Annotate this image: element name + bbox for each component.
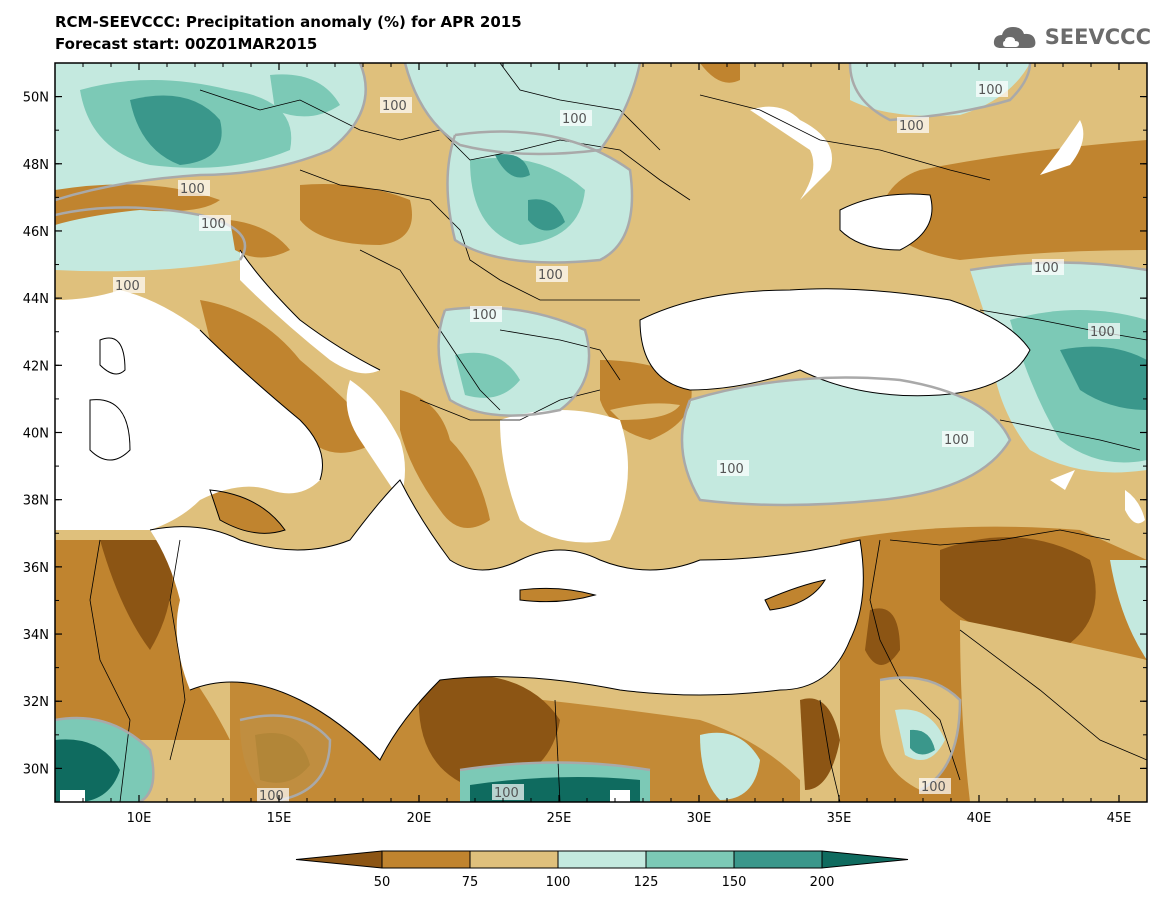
logo-text: SEEVCCC: [1044, 25, 1151, 49]
forecast-start-label: Forecast start: 00Z01MAR2015: [55, 35, 318, 53]
contour-label: 100: [472, 308, 497, 323]
contour-label: 100: [538, 268, 563, 283]
lon-tick-label: 35E: [827, 811, 852, 826]
colorbar-label: 200: [810, 875, 835, 890]
lat-tick-label: 44N: [23, 292, 49, 307]
cloud-icon: [993, 27, 1036, 48]
colorbar-swatch: [295, 850, 383, 869]
contour-label: 100: [921, 780, 946, 795]
lat-tick-label: 38N: [23, 494, 49, 509]
lat-tick-label: 30N: [23, 762, 49, 777]
colorbar-swatch: [733, 850, 823, 869]
lat-tick-label: 42N: [23, 359, 49, 374]
contour-label: 100: [899, 119, 924, 134]
contour-label: 100: [562, 112, 587, 127]
lon-tick-label: 30E: [687, 811, 712, 826]
contour-label: 100: [201, 217, 226, 232]
lat-tick-label: 50N: [23, 91, 49, 106]
lat-tick-label: 48N: [23, 158, 49, 173]
lon-tick-label: 10E: [127, 811, 152, 826]
anomaly-field: 100 100 100 100 100 100 100 100 100 100 …: [55, 63, 1147, 804]
lon-tick-label: 45E: [1107, 811, 1132, 826]
contour-label: 100: [259, 789, 284, 804]
colorbar-label: 150: [722, 875, 747, 890]
colorbar-swatch: [821, 850, 909, 869]
colorbar: 50 75 100 125 150 200: [295, 850, 909, 890]
contour-label: 100: [719, 462, 744, 477]
latitude-axis: 30N 32N 34N 36N 38N 40N 42N 44N 46N 48N 50N: [23, 62, 1147, 803]
lon-tick-label: 20E: [407, 811, 432, 826]
colorbar-label: 50: [374, 875, 391, 890]
map-title: RCM-SEEVCCC: Precipitation anomaly (%) f…: [55, 13, 522, 31]
contour-label: 100: [115, 279, 140, 294]
colorbar-label: 75: [462, 875, 479, 890]
contour-label: 100: [944, 433, 969, 448]
contour-label: 100: [1034, 261, 1059, 276]
lat-tick-label: 34N: [23, 628, 49, 643]
colorbar-swatch: [645, 850, 735, 869]
colorbar-label: 125: [634, 875, 659, 890]
lon-tick-label: 25E: [547, 811, 572, 826]
contour-label: 100: [180, 182, 205, 197]
contour-label: 100: [382, 99, 407, 114]
colorbar-swatch: [381, 850, 471, 869]
lat-tick-label: 46N: [23, 225, 49, 240]
colorbar-swatch: [469, 850, 559, 869]
lat-tick-label: 32N: [23, 695, 49, 710]
longitude-axis: 10E 15E 20E 25E 30E 35E 40E 45E: [54, 63, 1148, 826]
colorbar-swatch: [557, 850, 647, 869]
lat-tick-label: 36N: [23, 561, 49, 576]
lon-tick-label: 15E: [267, 811, 292, 826]
lat-tick-label: 40N: [23, 427, 49, 442]
lon-tick-label: 40E: [967, 811, 992, 826]
seevccc-logo: SEEVCCC: [991, 22, 1151, 52]
contour-label: 100: [978, 83, 1003, 98]
contour-label: 100: [1090, 325, 1115, 340]
colorbar-label: 100: [546, 875, 571, 890]
contour-label: 100: [494, 786, 519, 801]
